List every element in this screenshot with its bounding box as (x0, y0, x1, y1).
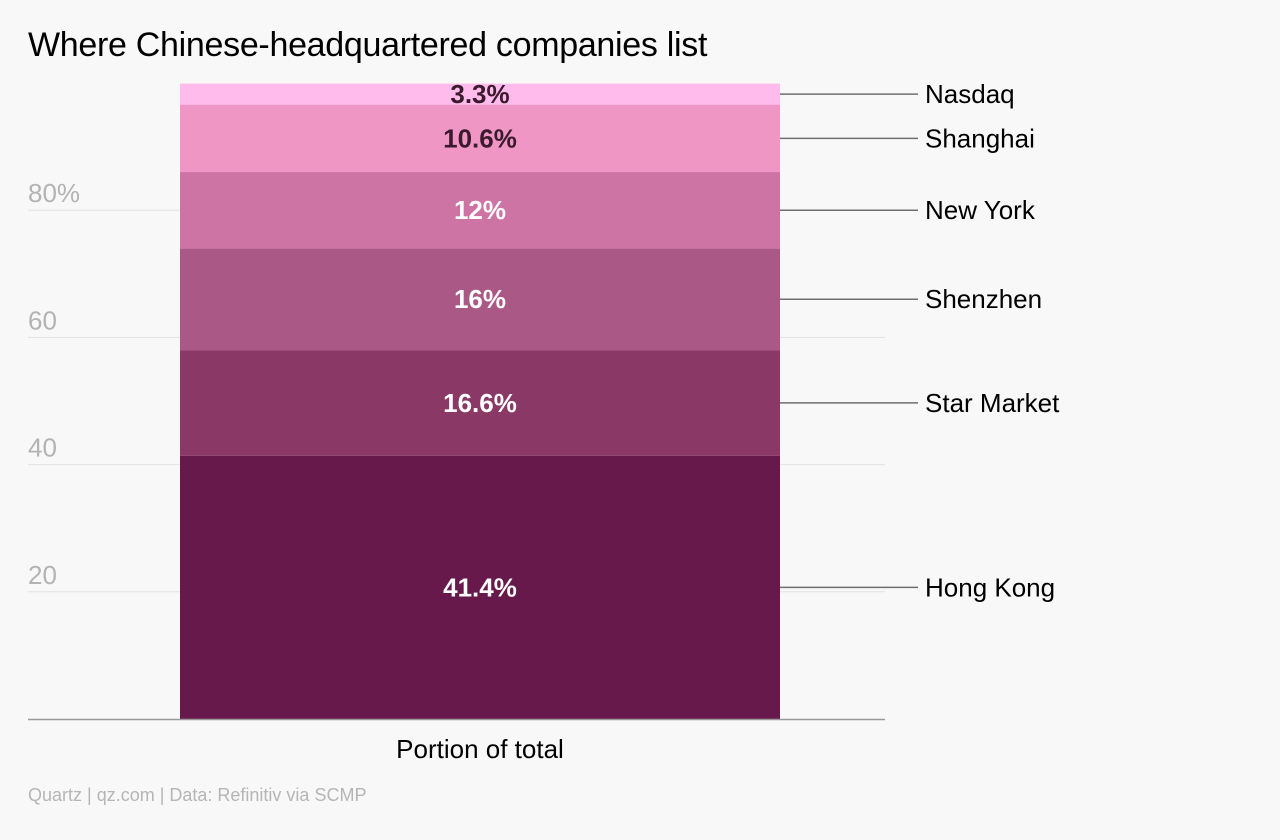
data-label-nasdaq: 3.3% (450, 79, 509, 109)
bar-segment-new-york (180, 172, 780, 249)
legend-label-nasdaq: Nasdaq (925, 79, 1015, 109)
x-category-label: Portion of total (396, 734, 564, 764)
direct-legend: Hong Kong Star Market Shenzhen New York Shan… (780, 79, 1060, 602)
y-tick-label: 80% (28, 178, 80, 208)
legend-label-new-york: New York (925, 195, 1036, 225)
source-note: Quartz | qz.com | Data: Refinitiv via SC… (28, 785, 367, 805)
legend-label-shenzhen: Shenzhen (925, 284, 1042, 314)
segment-value-labels: 41.4% 16.6% 16% 12% 10.6% 3.3% (443, 79, 517, 602)
data-label-star-market: 16.6% (443, 388, 517, 418)
stacked-bar (180, 83, 780, 719)
bar-segment-hong-kong (180, 455, 780, 719)
y-tick-label: 40 (28, 433, 57, 463)
bar-segment-shenzhen (180, 248, 780, 351)
data-label-shanghai: 10.6% (443, 123, 517, 153)
bar-segment-shanghai (180, 104, 780, 173)
y-tick-label: 20 (28, 560, 57, 590)
data-label-new-york: 12% (454, 195, 506, 225)
legend-label-shanghai: Shanghai (925, 123, 1035, 153)
legend-label-hong-kong: Hong Kong (925, 572, 1055, 602)
y-tick-label: 60 (28, 305, 57, 335)
y-axis-tick-labels: 20 40 60 80% (28, 178, 80, 590)
bar-segment-nasdaq (180, 83, 780, 105)
data-label-hong-kong: 41.4% (443, 572, 517, 602)
chart-title: Where Chinese-headquartered companies li… (28, 26, 708, 64)
bar-segment-star-market (180, 350, 780, 456)
legend-label-star-market: Star Market (925, 388, 1060, 418)
data-label-shenzhen: 16% (454, 284, 506, 314)
